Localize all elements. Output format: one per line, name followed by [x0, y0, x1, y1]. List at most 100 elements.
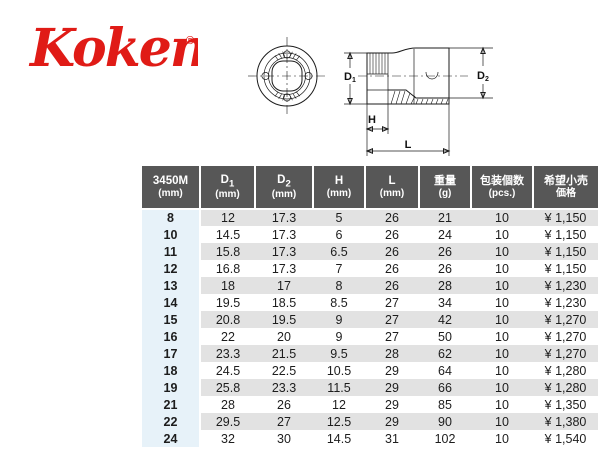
cell-weight: 50 [419, 328, 471, 345]
col-header-h-label: H [334, 174, 344, 187]
cell-d1: 25.8 [200, 379, 255, 396]
table-row: 10 14.5 17.3 6 26 24 10 ¥ 1,150 [142, 226, 598, 243]
cell-weight: 64 [419, 362, 471, 379]
cell-h: 9 [313, 328, 365, 345]
col-header-d2: D2 (mm) [255, 166, 314, 210]
cell-h: 9.5 [313, 345, 365, 362]
cell-d1: 14.5 [200, 226, 255, 243]
cell-size: 10 [142, 226, 201, 243]
table-row: 8 12 17.3 5 26 21 10 ¥ 1,150 [142, 209, 598, 226]
cell-l: 29 [365, 413, 419, 430]
cell-list-price: ¥ 1,280 [533, 362, 598, 379]
table-row: 11 15.8 17.3 6.5 26 26 10 ¥ 1,150 [142, 243, 598, 260]
col-header-weight-unit: (g) [438, 187, 452, 199]
cell-size: 14 [142, 294, 201, 311]
koken-logo-wordmark: Koken [28, 22, 198, 79]
cell-l: 26 [365, 226, 419, 243]
cell-list-price: ¥ 1,150 [533, 243, 598, 260]
col-header-l: L (mm) [365, 166, 420, 210]
cell-d1: 19.5 [200, 294, 255, 311]
cell-pack-qty: 10 [471, 345, 533, 362]
socket-dimension-drawing: D 1 D 2 H [240, 22, 600, 164]
cell-size: 17 [142, 345, 201, 362]
cell-d2: 19.5 [255, 311, 313, 328]
col-header-d1-unit: (mm) [215, 188, 240, 200]
cell-pack-qty: 10 [471, 413, 533, 430]
cell-list-price: ¥ 1,230 [533, 294, 598, 311]
col-header-pack-qty-label: 包装個数 [480, 173, 524, 187]
cell-weight: 42 [419, 311, 471, 328]
dim-d2-subscript: 2 [485, 76, 489, 83]
col-header-pack-qty-unit: (pcs.) [488, 187, 516, 199]
cell-weight: 21 [419, 209, 471, 226]
cell-list-price: ¥ 1,270 [533, 311, 598, 328]
cell-d2: 21.5 [255, 345, 313, 362]
cell-l: 26 [365, 243, 419, 260]
cell-l: 29 [365, 362, 419, 379]
cell-weight: 62 [419, 345, 471, 362]
cell-size: 21 [142, 396, 201, 413]
table-row: 17 23.3 21.5 9.5 28 62 10 ¥ 1,270 [142, 345, 598, 362]
cell-list-price: ¥ 1,350 [533, 396, 598, 413]
cell-pack-qty: 10 [471, 226, 533, 243]
cell-list-price: ¥ 1,270 [533, 328, 598, 345]
cell-list-price: ¥ 1,380 [533, 413, 598, 430]
cell-l: 27 [365, 311, 419, 328]
cell-d2: 22.5 [255, 362, 313, 379]
cell-d2: 27 [255, 413, 313, 430]
cell-size: 8 [142, 209, 201, 226]
cell-size: 13 [142, 277, 201, 294]
cell-h: 8.5 [313, 294, 365, 311]
cell-l: 31 [365, 430, 419, 447]
table-row: 18 24.5 22.5 10.5 29 64 10 ¥ 1,280 [142, 362, 598, 379]
table-row: 16 22 20 9 27 50 10 ¥ 1,270 [142, 328, 598, 345]
cell-pack-qty: 10 [471, 328, 533, 345]
table-row: 13 18 17 8 26 28 10 ¥ 1,230 [142, 277, 598, 294]
cell-size: 22 [142, 413, 201, 430]
col-header-list-price-label: 希望小売 [544, 173, 588, 187]
cell-l: 27 [365, 294, 419, 311]
col-header-list-price: 希望小売 価格 [533, 166, 598, 210]
col-header-h: H (mm) [313, 166, 366, 210]
cell-d1: 29.5 [200, 413, 255, 430]
cell-pack-qty: 10 [471, 430, 533, 447]
col-header-pack-qty: 包装個数 (pcs.) [471, 166, 534, 210]
cell-list-price: ¥ 1,280 [533, 379, 598, 396]
cell-pack-qty: 10 [471, 294, 533, 311]
cell-pack-qty: 10 [471, 362, 533, 379]
cell-h: 11.5 [313, 379, 365, 396]
cell-weight: 85 [419, 396, 471, 413]
cell-weight: 102 [419, 430, 471, 447]
koken-logo: Koken ® [28, 22, 198, 82]
dim-h-label: H [368, 114, 376, 126]
cell-size: 16 [142, 328, 201, 345]
col-header-h-unit: (mm) [326, 187, 352, 199]
table-row: 14 19.5 18.5 8.5 27 34 10 ¥ 1,230 [142, 294, 598, 311]
cell-h: 12.5 [313, 413, 365, 430]
cell-d1: 23.3 [200, 345, 255, 362]
cell-list-price: ¥ 1,150 [533, 226, 598, 243]
cell-d1: 32 [200, 430, 255, 447]
cell-l: 26 [365, 260, 419, 277]
cell-d2: 17.3 [255, 226, 313, 243]
cell-d2: 17.3 [255, 260, 313, 277]
cell-list-price: ¥ 1,150 [533, 209, 598, 226]
cell-h: 5 [313, 209, 365, 226]
cell-d2: 26 [255, 396, 313, 413]
cell-pack-qty: 10 [471, 396, 533, 413]
cell-size: 19 [142, 379, 201, 396]
cell-d2: 17.3 [255, 243, 313, 260]
cell-d1: 28 [200, 396, 255, 413]
cell-d2: 23.3 [255, 379, 313, 396]
cell-pack-qty: 10 [471, 260, 533, 277]
cell-size: 12 [142, 260, 201, 277]
dim-l-label: L [405, 139, 412, 151]
cell-d1: 18 [200, 277, 255, 294]
cell-d1: 20.8 [200, 311, 255, 328]
cell-weight: 26 [419, 260, 471, 277]
cell-weight: 34 [419, 294, 471, 311]
cell-d2: 20 [255, 328, 313, 345]
cell-weight: 90 [419, 413, 471, 430]
dim-d1-subscript: 1 [352, 77, 356, 84]
dimension-h: H [365, 90, 390, 134]
